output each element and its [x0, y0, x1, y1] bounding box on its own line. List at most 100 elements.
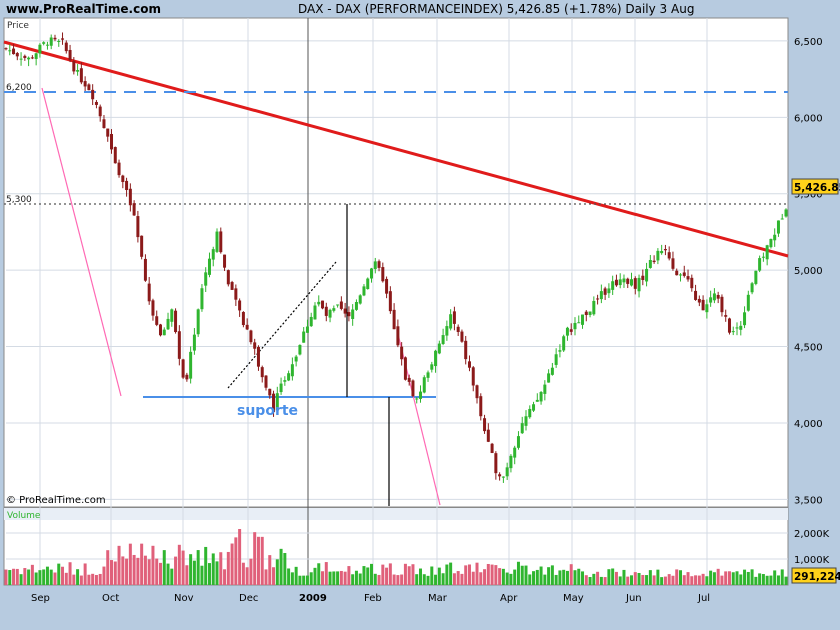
candle-body	[520, 423, 524, 434]
candle-body	[739, 325, 743, 330]
volume-bar	[143, 555, 147, 585]
volume-bar	[177, 544, 181, 585]
candle-body	[516, 436, 520, 448]
volume-bar	[603, 577, 607, 585]
volume-bar	[272, 567, 276, 585]
volume-bar	[486, 563, 490, 585]
volume-tick-label: 1,000K	[794, 555, 830, 566]
candle-body	[415, 398, 419, 400]
candle-body	[226, 270, 230, 285]
volume-bar	[618, 576, 622, 585]
volume-bar	[287, 568, 291, 585]
candle-body	[727, 318, 731, 333]
volume-bar	[678, 570, 682, 585]
candle-body	[264, 375, 268, 388]
volume-bar	[494, 565, 498, 585]
candle-body	[15, 53, 19, 57]
candle-body	[102, 119, 106, 129]
volume-bar	[298, 575, 302, 585]
candle-body	[660, 251, 664, 254]
volume-bar	[682, 575, 686, 585]
volume-bar	[445, 564, 449, 585]
volume-bar	[215, 561, 219, 585]
volume-bar	[121, 556, 125, 585]
candle-body	[287, 373, 291, 381]
candle-body	[475, 385, 479, 399]
volume-bar	[385, 567, 389, 585]
volume-bar	[716, 568, 720, 585]
price-panel	[3, 17, 789, 508]
volume-bar	[565, 570, 569, 585]
volume-bar	[343, 571, 347, 585]
candle-body	[388, 291, 392, 312]
candle-body	[452, 311, 456, 324]
candle-body	[155, 316, 159, 325]
volume-bar	[769, 575, 773, 585]
candle-body	[611, 281, 615, 290]
volume-bar	[550, 565, 554, 585]
candle-body	[724, 315, 728, 317]
candle-body	[332, 308, 336, 311]
candle-body	[494, 453, 498, 474]
volume-bar	[588, 577, 592, 585]
site-name[interactable]: www.ProRealTime.com	[6, 2, 161, 16]
date-tick-label: 2009	[299, 593, 327, 604]
candle-body	[321, 300, 325, 309]
candle-body	[686, 276, 690, 280]
candle-body	[200, 288, 204, 310]
candle-body	[769, 238, 773, 248]
volume-bar	[652, 575, 656, 585]
volume-bar	[76, 569, 80, 585]
volume-bar	[290, 572, 294, 585]
candle-body	[434, 350, 438, 367]
candle-body	[652, 260, 656, 263]
red-trendline	[3, 40, 789, 258]
candle-body	[362, 286, 366, 296]
volume-bar	[185, 565, 189, 585]
last-price-badge	[791, 178, 839, 195]
candle-body	[83, 81, 87, 87]
candle-body	[614, 279, 618, 286]
candle-body	[309, 316, 313, 327]
candle-body	[603, 288, 607, 295]
volume-bar	[370, 563, 374, 585]
volume-bar	[505, 572, 509, 585]
volume-bar	[238, 529, 242, 585]
candle-body	[49, 37, 53, 46]
volume-bar	[633, 572, 637, 585]
volume-bar	[158, 562, 162, 585]
volume-bar	[407, 566, 411, 585]
volume-bar	[42, 569, 46, 585]
candle-body	[253, 342, 257, 349]
price-tick-label: 5,000	[794, 266, 823, 277]
volume-bar	[705, 576, 709, 585]
volume-bar	[241, 562, 245, 585]
candle-body	[776, 220, 780, 234]
price-tick-label: 5,500	[794, 190, 823, 201]
volume-bar	[207, 563, 211, 585]
candle-body	[68, 49, 72, 61]
volume-bar	[305, 575, 309, 585]
volume-bar	[697, 575, 701, 585]
volume-bar	[648, 570, 652, 585]
volume-bar	[773, 570, 777, 585]
volume-bar	[192, 560, 196, 585]
volume-bar	[667, 574, 671, 585]
candle-body	[460, 331, 464, 342]
candle-body	[709, 297, 713, 303]
candle-body	[694, 290, 698, 300]
volume-bar	[354, 570, 358, 585]
candle-body	[690, 277, 694, 289]
candle-body	[64, 42, 68, 52]
candle-body	[305, 326, 309, 333]
candle-body	[528, 408, 532, 418]
candle-body	[411, 380, 415, 397]
candle-body	[678, 274, 682, 276]
candle-body	[27, 57, 31, 60]
candle-body	[498, 474, 502, 477]
candle-body	[513, 447, 517, 458]
price-tick-label: 3,500	[794, 495, 823, 506]
candle-body	[483, 418, 487, 432]
candle-body	[746, 294, 750, 311]
